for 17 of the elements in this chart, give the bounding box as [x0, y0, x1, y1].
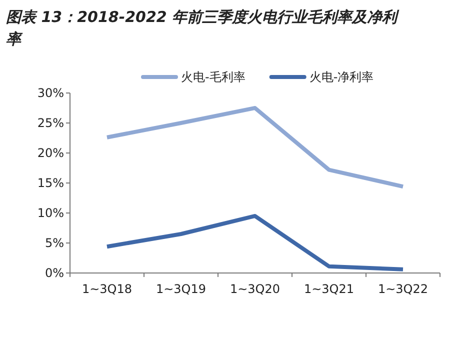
- y-tick-label: 10%: [37, 206, 64, 220]
- y-tick-label: 30%: [37, 86, 64, 100]
- y-tick-label: 5%: [44, 236, 64, 250]
- line-series: [105, 106, 405, 189]
- y-tick-label: 20%: [37, 146, 64, 160]
- line-series: [105, 214, 405, 272]
- legend-label: 火电-毛利率: [181, 70, 246, 84]
- y-tick-label: 15%: [37, 176, 64, 190]
- x-tick-label: 1~3Q18: [82, 282, 132, 296]
- x-tick-label: 1~3Q20: [230, 282, 280, 296]
- legend-label: 火电-净利率: [309, 70, 374, 84]
- x-tick-label: 1~3Q21: [304, 282, 354, 296]
- x-tick-label: 1~3Q19: [156, 282, 206, 296]
- x-tick-label: 1~3Q22: [378, 282, 428, 296]
- y-tick-label: 0%: [44, 266, 64, 280]
- chart-title: 图表 13：2018-2022 年前三季度火电行业毛利率及净利率: [6, 8, 400, 48]
- y-tick-label: 25%: [37, 116, 64, 130]
